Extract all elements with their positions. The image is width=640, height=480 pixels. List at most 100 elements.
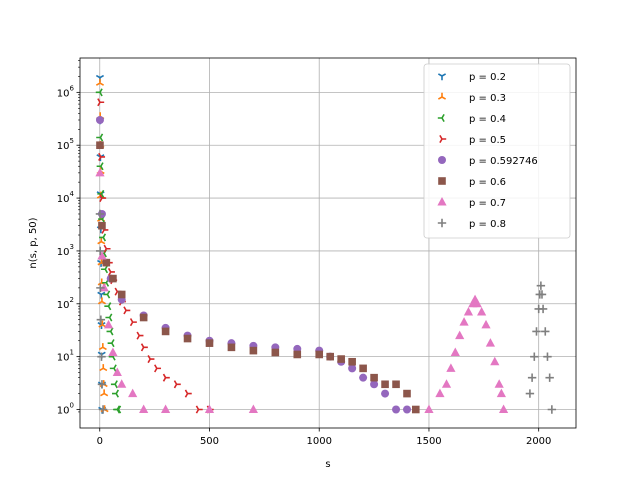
data-point <box>248 404 258 413</box>
data-point <box>337 355 345 363</box>
y-tick-label: 106 <box>57 84 75 99</box>
y-tick-label: 102 <box>57 296 74 311</box>
data-point <box>538 304 548 314</box>
data-point <box>537 290 547 299</box>
data-point <box>117 379 127 388</box>
data-point <box>173 380 181 389</box>
data-point <box>107 339 115 348</box>
data-point <box>381 389 390 398</box>
legend-marker <box>437 73 447 81</box>
data-point <box>227 343 236 352</box>
legend-label: p = 0.4 <box>469 114 506 125</box>
data-point <box>459 317 469 326</box>
y-axis-label: n(s, p, 50) <box>28 217 39 268</box>
data-point <box>370 373 378 382</box>
x-axis-label: s <box>325 459 330 470</box>
legend: p = 0.2 p = 0.3 p = 0.4 p = 0.5 p = 0.592746… <box>423 63 571 239</box>
data-point <box>114 405 122 414</box>
legend-marker <box>438 177 446 185</box>
y-tick-label: 100 <box>57 402 74 417</box>
data-point <box>128 388 138 398</box>
data-point <box>392 380 400 389</box>
data-point <box>98 221 106 230</box>
data-point <box>98 405 108 414</box>
data-point <box>97 189 105 198</box>
legend-label: p = 0.592746 <box>469 156 538 167</box>
data-point <box>271 348 280 357</box>
legend-marker <box>437 197 447 206</box>
data-point <box>435 388 445 398</box>
data-point <box>183 334 192 343</box>
data-point <box>326 352 334 361</box>
data-point <box>140 343 148 352</box>
data-point <box>536 281 546 290</box>
data-point <box>205 339 214 347</box>
series-6 <box>95 167 509 413</box>
legend-label: p = 0.2 <box>469 72 506 83</box>
legend-marker <box>438 156 446 164</box>
data-point <box>532 327 541 336</box>
data-point <box>110 380 118 389</box>
data-point <box>496 388 506 398</box>
data-point <box>403 389 411 398</box>
legend-marker <box>437 113 445 123</box>
data-point <box>97 98 105 107</box>
y-tick-label: 101 <box>57 349 74 364</box>
data-point <box>98 152 106 161</box>
data-point <box>100 389 109 397</box>
data-point <box>424 404 434 413</box>
x-tick-label: 1000 <box>306 436 331 447</box>
data-point <box>108 347 118 356</box>
data-point <box>527 373 537 382</box>
y-axis-ticks: 100 101 102 103 104 105 106 <box>57 60 80 417</box>
legend-label: p = 0.7 <box>469 198 506 209</box>
data-point <box>97 380 107 389</box>
data-point <box>95 167 105 177</box>
data-point <box>105 313 113 322</box>
data-point <box>348 364 357 373</box>
data-point <box>481 319 491 329</box>
x-axis-ticks: 0 500 1000 1500 2000 <box>97 428 551 447</box>
data-point <box>96 315 106 324</box>
data-point <box>129 318 137 327</box>
data-point <box>498 404 509 413</box>
data-point <box>95 209 105 219</box>
x-tick-label: 0 <box>97 436 103 447</box>
data-point <box>411 405 420 414</box>
data-point <box>139 313 148 322</box>
legend-marker <box>439 134 447 144</box>
data-point <box>99 233 107 242</box>
data-point <box>348 357 356 366</box>
data-point <box>96 133 104 142</box>
data-point <box>97 297 106 305</box>
series-5 <box>96 141 420 414</box>
data-point <box>162 373 170 382</box>
data-point <box>446 363 456 372</box>
data-point <box>545 373 554 382</box>
x-tick-label: 2000 <box>526 436 551 447</box>
data-point <box>392 405 401 414</box>
data-point <box>112 389 120 398</box>
data-point <box>403 405 412 414</box>
legend-marker <box>437 218 447 228</box>
data-point <box>99 194 107 203</box>
data-point <box>97 251 107 260</box>
data-point <box>147 355 155 364</box>
data-point <box>95 246 105 256</box>
data-point <box>106 327 114 336</box>
data-point <box>381 380 389 389</box>
data-point <box>139 404 149 413</box>
data-point <box>315 350 324 359</box>
legend-label: p = 0.3 <box>469 93 506 104</box>
data-point <box>450 347 460 356</box>
data-point <box>102 258 111 267</box>
data-point <box>95 78 105 86</box>
y-tick-label: 103 <box>57 243 74 258</box>
data-point <box>160 404 171 413</box>
data-point <box>99 364 108 372</box>
plot-points <box>95 74 557 414</box>
data-point <box>455 330 465 340</box>
plot-frame <box>79 57 577 429</box>
data-point <box>96 162 104 171</box>
data-point <box>485 338 496 347</box>
